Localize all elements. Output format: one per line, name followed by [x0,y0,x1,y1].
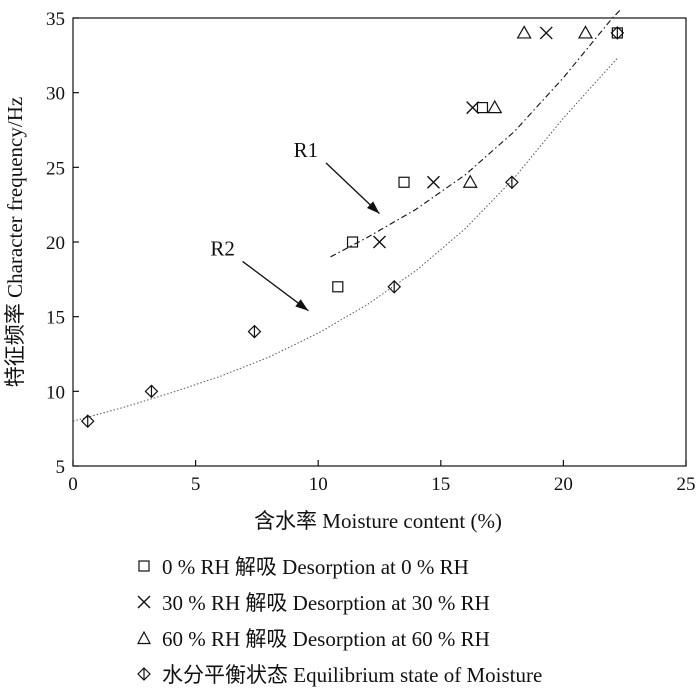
x-marker [373,235,386,249]
triangle-marker [516,25,532,39]
square-marker [346,236,359,248]
diamond-marker [505,175,519,190]
fit-curve-r1 [330,10,621,258]
diamond-marker [387,279,402,294]
annotation-arrow-r2 [242,260,309,312]
legend: 0 % RH 解吸 Desorption at 0 % RH 30 % RH 解… [136,548,542,692]
arrowhead [366,201,380,214]
triangle-marker [487,99,503,114]
square-marker-icon [138,560,150,572]
y-tick-label: 20 [46,233,65,254]
square-marker [398,176,410,188]
x-marker-icon [137,595,151,609]
x-tick-label: 15 [431,474,450,495]
triangle-marker [462,174,478,188]
legend-item-60rh: 60 % RH 解吸 Desorption at 60 % RH [136,620,542,656]
legend-label: 60 % RH 解吸 Desorption at 60 % RH [162,627,490,651]
diamond-marker [610,26,625,40]
square-marker [476,101,489,114]
x-marker [466,101,480,115]
y-tick-label: 5 [56,457,66,478]
y-tick-label: 25 [46,158,65,179]
legend-item-30rh: 30 % RH 解吸 Desorption at 30 % RH [136,584,542,620]
annotations: R1 R2 [210,138,380,312]
fit-curve-r2 [72,57,618,422]
diamond-marker [80,414,95,429]
y-axis-label: 特征频率 Character frequency/Hz [3,97,27,387]
x-marker [426,175,440,189]
x-tick-label: 25 [677,474,696,495]
fit-curves [72,10,621,422]
triangle-marker [577,25,593,39]
legend-label: 水分平衡状态 Equilibrium state of Moisture [162,663,543,687]
x-axis-label: 含水率 Moisture content (%) [254,509,502,533]
annotation-label-r1: R1 [294,138,319,162]
data-points [80,25,625,429]
x-tick-label: 10 [309,474,328,495]
y-tick-label: 15 [46,308,65,329]
x-tick-label: 5 [191,474,201,495]
diamond-marker [247,324,262,339]
annotation-label-r2: R2 [210,236,235,260]
legend-item-equilibrium: 水分平衡状态 Equilibrium state of Moisture [136,656,542,692]
y-tick-label: 35 [46,9,65,30]
legend-label: 30 % RH 解吸 Desorption at 30 % RH [162,591,490,615]
arrowhead [295,299,309,311]
y-tick-label: 30 [46,84,65,105]
diamond-marker-icon [137,667,151,681]
diamond-marker [144,384,159,399]
triangle-marker-icon [137,630,151,645]
x-tick-label: 0 [68,474,78,495]
legend-item-0rh: 0 % RH 解吸 Desorption at 0 % RH [136,548,542,584]
legend-label: 0 % RH 解吸 Desorption at 0 % RH [162,555,469,579]
x-marker [539,26,553,40]
y-tick-label: 10 [46,382,65,403]
square-marker [332,281,344,293]
x-tick-label: 20 [554,474,573,495]
